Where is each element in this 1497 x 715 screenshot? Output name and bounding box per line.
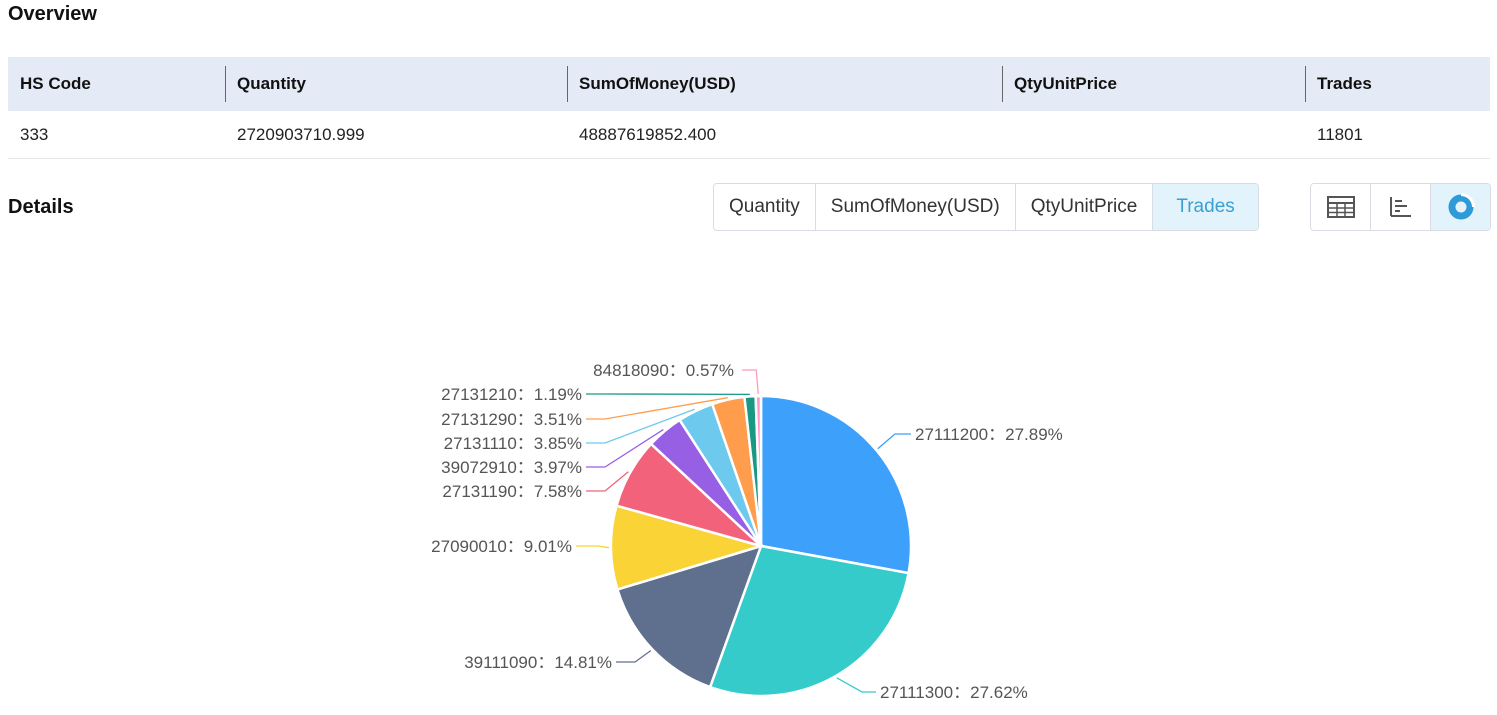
pie-label-27111200: 27111200：27.89% bbox=[915, 425, 1063, 444]
details-title: Details bbox=[8, 196, 74, 218]
pie-leader-line-84818090 bbox=[742, 369, 759, 395]
pie-leader-line-27090010 bbox=[576, 545, 610, 549]
tab-qty-unit-price[interactable]: QtyUnitPrice bbox=[1015, 184, 1154, 230]
column-header-sum-of-money[interactable]: SumOfMoney(USD) bbox=[567, 57, 1002, 111]
pie-leader-line-39111090 bbox=[616, 650, 652, 663]
table-header-row: HS Code Quantity SumOfMoney(USD) QtyUnit… bbox=[8, 57, 1490, 111]
pie-slice-27090010[interactable] bbox=[609, 504, 766, 592]
cell-trades: 11801 bbox=[1305, 111, 1490, 159]
cell-qty-unit-price bbox=[1002, 111, 1305, 159]
pie-leader-line-27131190 bbox=[586, 471, 629, 492]
cell-quantity: 2720903710.999 bbox=[225, 111, 567, 159]
pie-label-27131190: 27131190：7.58% bbox=[442, 482, 582, 501]
trades-pie-chart: 27111200：27.89% 27111300：27.62% 39111090：1… bbox=[431, 361, 1063, 702]
pie-slice-84818090[interactable] bbox=[754, 394, 763, 547]
bar-chart-icon bbox=[1389, 197, 1411, 217]
cell-sum-of-money: 48887619852.400 bbox=[567, 111, 1002, 159]
pie-leader-line-39072910 bbox=[586, 428, 664, 468]
pie-label-84818090: 84818090：0.57% bbox=[593, 361, 734, 380]
cell-hs-code: 333 bbox=[8, 111, 225, 159]
pie-view-button[interactable] bbox=[1431, 184, 1490, 230]
tab-quantity[interactable]: Quantity bbox=[714, 184, 816, 230]
bar-view-button[interactable] bbox=[1371, 184, 1431, 230]
pie-slice-27111200[interactable] bbox=[759, 394, 913, 575]
pie-slice-27111300[interactable] bbox=[708, 544, 910, 698]
pie-leader-line-27111300 bbox=[836, 677, 876, 693]
tab-trades[interactable]: Trades bbox=[1153, 184, 1258, 230]
pie-label-27111300: 27111300：27.62% bbox=[880, 683, 1028, 702]
pie-label-27131110: 27131110：3.85% bbox=[444, 434, 582, 453]
pie-label-39072910: 39072910：3.97% bbox=[441, 458, 582, 477]
pie-label-27090010: 27090010：9.01% bbox=[431, 537, 572, 556]
pie-label-39111090: 39111090：14.81% bbox=[464, 653, 612, 672]
pie-label-27131290: 27131290：3.51% bbox=[441, 410, 582, 429]
column-header-quantity[interactable]: Quantity bbox=[225, 57, 567, 111]
column-header-hs-code[interactable]: HS Code bbox=[8, 57, 225, 111]
tab-sum-of-money[interactable]: SumOfMoney(USD) bbox=[815, 184, 1016, 230]
pie-leader-line-27131290 bbox=[586, 397, 728, 420]
column-header-qty-unit-price[interactable]: QtyUnitPrice bbox=[1002, 57, 1305, 111]
pie-chart-icon bbox=[1448, 193, 1475, 220]
table-icon bbox=[1326, 196, 1355, 218]
column-header-trades[interactable]: Trades bbox=[1305, 57, 1490, 111]
view-switcher bbox=[1310, 183, 1491, 231]
overview-title: Overview bbox=[8, 3, 97, 25]
overview-table: HS Code Quantity SumOfMoney(USD) QtyUnit… bbox=[8, 57, 1490, 159]
pie-slice-39111090[interactable] bbox=[615, 544, 764, 689]
table-row: 333 2720903710.999 48887619852.400 11801 bbox=[8, 111, 1490, 159]
pie-leader-line-27131110 bbox=[586, 408, 695, 444]
table-view-button[interactable] bbox=[1311, 184, 1371, 230]
pie-leader-line-27111200 bbox=[877, 433, 911, 450]
metric-tabs: Quantity SumOfMoney(USD) QtyUnitPrice Tr… bbox=[713, 183, 1259, 231]
pie-label-27131210: 27131210：1.19% bbox=[441, 385, 582, 404]
